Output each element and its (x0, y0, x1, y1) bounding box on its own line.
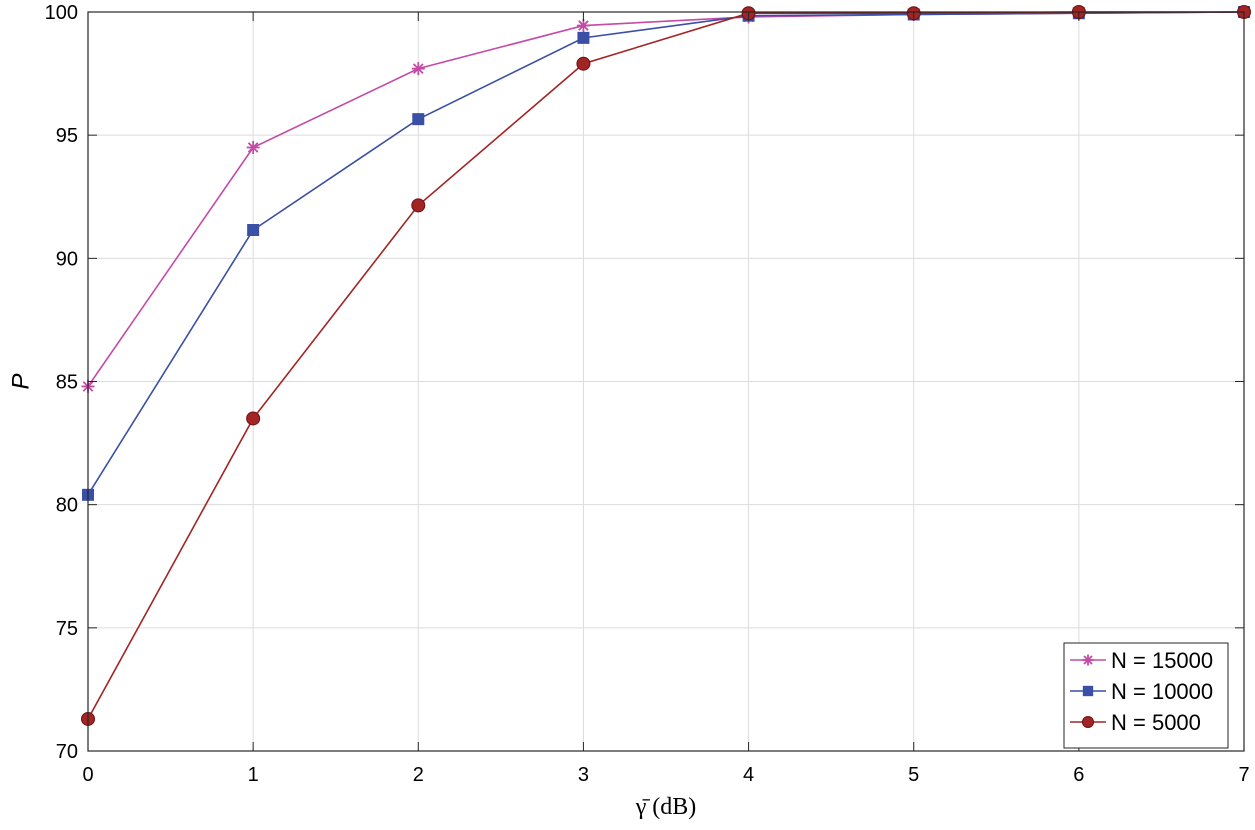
legend-item: N = 10000 (1070, 679, 1213, 704)
legend-label: N = 10000 (1111, 679, 1213, 704)
x-tick-label: 6 (1073, 764, 1084, 786)
x-tick-label: 3 (578, 764, 589, 786)
series-line (87, 11, 1244, 720)
x-tick-label: 7 (1238, 764, 1249, 786)
series-line (87, 11, 1245, 496)
legend-label: N = 5000 (1111, 710, 1201, 735)
y-tick-labels: 70 75 80 85 90 95 100 (45, 2, 78, 763)
legend-item: N = 5000 (1070, 710, 1201, 735)
data-point (577, 31, 590, 44)
legend: N = 15000 N = 10000 N = 5000 (1063, 642, 1229, 749)
y-tick-label: 100 (45, 2, 78, 24)
grid (87, 11, 1245, 752)
y-tick-label: 75 (56, 618, 78, 640)
y-tick-label: 85 (56, 372, 78, 394)
y-axis-label: P (7, 373, 34, 389)
y-tick-label: 80 (56, 495, 78, 517)
x-tick-label: 4 (743, 764, 754, 786)
y-tick-label: 90 (56, 248, 78, 270)
data-point (411, 62, 425, 76)
series-2 (82, 6, 1250, 501)
x-tick-labels: 0 1 2 3 4 5 6 7 (82, 764, 1249, 786)
x-tick-label: 5 (908, 764, 919, 786)
series-1 (81, 5, 1251, 393)
legend-label: N = 15000 (1111, 648, 1213, 673)
y-tick-label: 70 (56, 741, 78, 763)
x-tick-label: 1 (248, 764, 259, 786)
data-point (1081, 715, 1095, 729)
y-tick-label: 95 (56, 125, 78, 147)
data-point (246, 140, 260, 154)
data-point (576, 56, 591, 71)
data-point (1082, 654, 1094, 666)
data-point (411, 198, 426, 213)
data-point (246, 411, 261, 426)
data-point (1082, 685, 1094, 697)
x-axis-label: γ̄ (dB) (635, 794, 697, 820)
data-point (247, 224, 260, 237)
series-line (87, 11, 1245, 387)
data-point (412, 113, 425, 126)
legend-item: N = 15000 (1070, 648, 1213, 673)
x-tick-label: 0 (82, 764, 93, 786)
data-point (576, 19, 590, 33)
x-tick-label: 2 (413, 764, 424, 786)
series-3 (81, 5, 1251, 726)
series-layer (81, 5, 1251, 726)
